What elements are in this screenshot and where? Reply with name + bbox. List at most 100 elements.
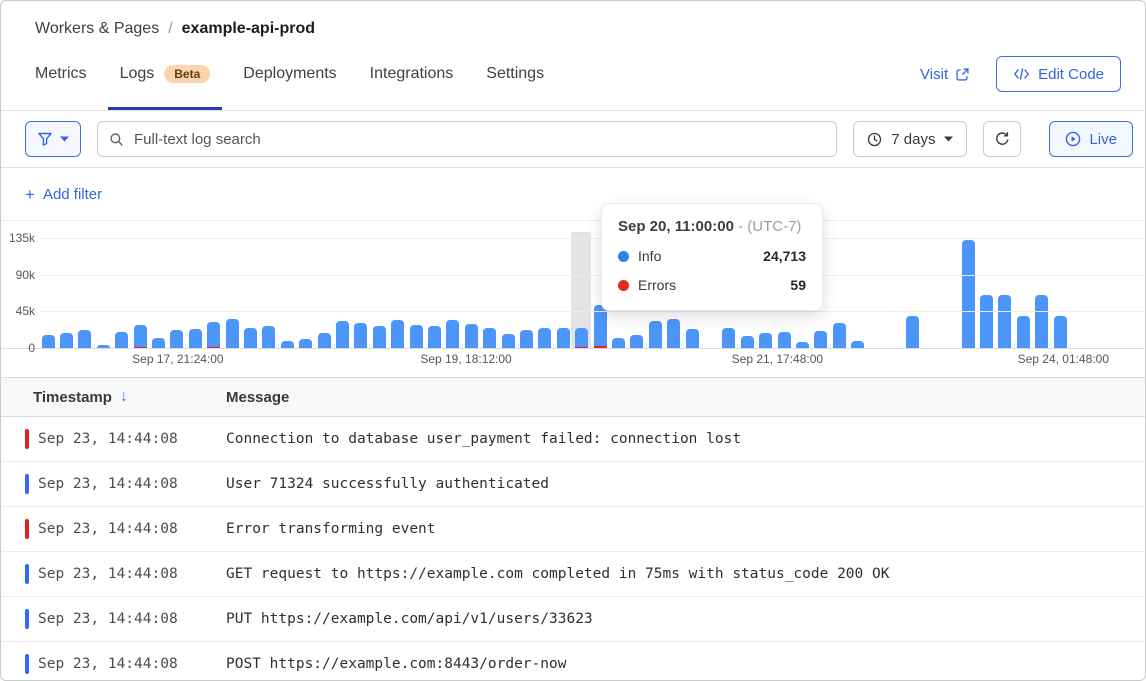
chart-bar[interactable]: [1053, 316, 1067, 348]
chart-bar[interactable]: [133, 324, 147, 348]
chart-bar[interactable]: [299, 339, 313, 348]
log-message: User 71324 successfully authenticated: [226, 476, 550, 492]
code-icon: [1014, 68, 1030, 80]
chart-bar[interactable]: [207, 322, 221, 348]
log-timestamp: Sep 23, 14:44:08: [38, 431, 178, 447]
chart-bar[interactable]: [1016, 316, 1030, 348]
log-timestamp: Sep 23, 14:44:08: [38, 566, 178, 582]
chart-bar[interactable]: [740, 335, 754, 348]
log-message: GET request to https://example.com compl…: [226, 566, 890, 582]
chart-bar[interactable]: [59, 333, 73, 348]
search-input[interactable]: [132, 129, 826, 149]
refresh-button[interactable]: [983, 121, 1022, 157]
chart-bar-error-segment: [593, 345, 607, 348]
chart-bar[interactable]: [814, 330, 828, 348]
chart-section: 135k 90k 45k 0 Sep 17, 21:24:00 Sep 19, 18:12…: [1, 221, 1145, 377]
chart-bar[interactable]: [317, 333, 331, 348]
chart-bar[interactable]: [464, 323, 478, 348]
page-header: Workers & Pages / example-api-prod Metri…: [1, 1, 1145, 111]
chart-bar[interactable]: [335, 321, 349, 348]
chart-bar-error-segment: [207, 346, 221, 348]
chart-bar[interactable]: [483, 327, 497, 348]
chart-bar[interactable]: [759, 333, 773, 348]
chart-bar[interactable]: [78, 330, 92, 348]
log-table-row[interactable]: Sep 23, 14:44:08 PUT https://example.com…: [1, 597, 1145, 642]
live-label: Live: [1089, 130, 1117, 148]
chart-bar[interactable]: [115, 331, 129, 348]
log-message: PUT https://example.com/api/v1/users/336…: [226, 611, 593, 627]
chart-bar[interactable]: [372, 326, 386, 348]
tab-label: Logs: [119, 65, 155, 82]
time-range-select[interactable]: 7 days: [853, 121, 968, 157]
chart-bar[interactable]: [446, 320, 460, 348]
breadcrumb: Workers & Pages / example-api-prod: [35, 20, 1121, 38]
chart-bar[interactable]: [243, 327, 257, 348]
chart-bar[interactable]: [280, 340, 294, 348]
chart-bar[interactable]: [961, 240, 975, 348]
chart-bar[interactable]: [795, 342, 809, 348]
chart-bar[interactable]: [538, 327, 552, 348]
chart-bar[interactable]: [225, 318, 239, 348]
chart-bar[interactable]: [151, 338, 165, 348]
chart-bar[interactable]: [556, 327, 570, 348]
chart-bar[interactable]: [685, 329, 699, 348]
add-filter-button[interactable]: + Add filter: [1, 168, 1145, 221]
log-table-header: Timestamp ↓ Message: [1, 377, 1145, 417]
chart-bar[interactable]: [648, 321, 662, 348]
tab-settings[interactable]: Settings: [486, 38, 544, 110]
chart-bar[interactable]: [41, 334, 55, 348]
log-timestamp: Sep 23, 14:44:08: [38, 476, 178, 492]
chart-bar[interactable]: [519, 330, 533, 348]
tab-logs[interactable]: Logs Beta: [107, 38, 222, 110]
log-table-row[interactable]: Sep 23, 14:44:08 Error transforming even…: [1, 507, 1145, 552]
chart-bar[interactable]: [593, 305, 607, 348]
chart-bar[interactable]: [611, 338, 625, 348]
tooltip-series-value: 59: [790, 277, 806, 293]
visit-link[interactable]: Visit: [920, 66, 970, 83]
page-title: example-api-prod: [181, 20, 316, 37]
chart-bar[interactable]: [979, 295, 993, 348]
chart-bar[interactable]: [427, 326, 441, 348]
edit-code-button[interactable]: Edit Code: [996, 56, 1121, 92]
chart-bar[interactable]: [777, 331, 791, 348]
chart-bar[interactable]: [262, 326, 276, 348]
tooltip-series-value: 24,713: [763, 248, 806, 264]
breadcrumb-parent[interactable]: Workers & Pages: [35, 20, 160, 37]
chart-bar[interactable]: [96, 344, 110, 348]
chart-bar[interactable]: [722, 327, 736, 348]
plus-icon: +: [25, 184, 35, 204]
x-axis-label: Sep 24, 01:48:00: [1017, 352, 1110, 366]
live-button[interactable]: Live: [1049, 121, 1133, 157]
chart-bar[interactable]: [501, 334, 515, 348]
tab-integrations[interactable]: Integrations: [370, 38, 454, 110]
chart-bar[interactable]: [575, 327, 589, 348]
chart-bar[interactable]: [1035, 295, 1049, 348]
tab-metrics[interactable]: Metrics: [35, 38, 87, 110]
tooltip-series-label: Info: [638, 248, 662, 264]
chart-bar[interactable]: [998, 295, 1012, 348]
chart-bar[interactable]: [906, 316, 920, 348]
play-circle-icon: [1066, 131, 1081, 147]
chart-bar[interactable]: [170, 330, 184, 348]
chart-bar[interactable]: [188, 329, 202, 348]
chart-bar[interactable]: [409, 325, 423, 348]
chart-bar[interactable]: [832, 322, 846, 348]
chart-bar[interactable]: [630, 334, 644, 348]
filter-dropdown-button[interactable]: [25, 121, 81, 157]
time-range-label: 7 days: [891, 130, 936, 148]
log-table-row[interactable]: Sep 23, 14:44:08 Connection to database …: [1, 417, 1145, 462]
tab-deployments[interactable]: Deployments: [243, 38, 336, 110]
chart-bar[interactable]: [354, 322, 368, 348]
severity-indicator: [25, 564, 29, 584]
log-table-row[interactable]: Sep 23, 14:44:08 User 71324 successfully…: [1, 462, 1145, 507]
log-table-row[interactable]: Sep 23, 14:44:08 GET request to https://…: [1, 552, 1145, 597]
chart-bar[interactable]: [667, 318, 681, 348]
tooltip-errors-row: Errors 59: [618, 277, 806, 293]
log-table-row[interactable]: Sep 23, 14:44:08 POST https://example.co…: [1, 642, 1145, 680]
refresh-icon: [996, 132, 1009, 145]
chart-bar[interactable]: [391, 320, 405, 348]
sort-descending-icon[interactable]: ↓: [119, 388, 128, 405]
chart-bar[interactable]: [851, 340, 865, 348]
search-icon: [110, 132, 123, 146]
